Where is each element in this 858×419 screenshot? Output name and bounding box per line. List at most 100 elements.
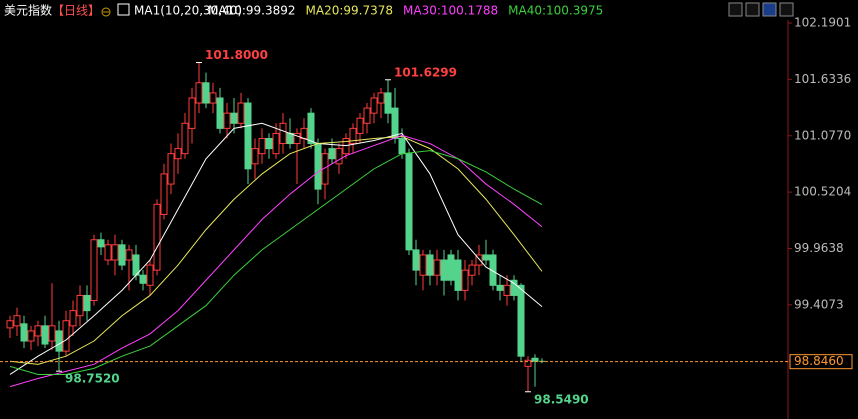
candle-body <box>153 203 161 271</box>
candle-body <box>27 330 35 342</box>
ma-line <box>9 135 543 365</box>
candle-body <box>265 137 273 150</box>
candle-body <box>195 82 203 104</box>
candle-body <box>167 153 175 185</box>
candle-body <box>76 294 84 317</box>
y-tick-label: 101.6336 <box>794 72 851 86</box>
candle-body <box>426 254 434 276</box>
candle-body <box>20 323 28 342</box>
candle-body <box>181 122 189 155</box>
candle-body <box>188 97 196 129</box>
candle-body <box>244 102 252 170</box>
legend-entry: MA20:99.7378 <box>306 4 394 18</box>
annotation-label: 98.7520 <box>65 372 120 386</box>
candle-body <box>97 239 105 248</box>
candle-body <box>55 330 63 352</box>
candle-body <box>34 325 42 337</box>
tool-button[interactable] <box>728 2 743 17</box>
candle-body <box>489 254 497 286</box>
toolbar <box>728 2 794 17</box>
legend-entry: MA30:100.1788 <box>403 4 498 18</box>
candle-body <box>237 102 245 124</box>
annotation-label: 101.8000 <box>205 48 268 62</box>
candle-body <box>83 294 91 312</box>
candle-body <box>160 173 168 215</box>
candle-body <box>335 148 343 165</box>
candle-body <box>209 92 217 104</box>
candle-body <box>433 259 441 276</box>
ma-line <box>9 134 543 388</box>
candle-body <box>482 254 490 261</box>
candle-body <box>496 284 504 291</box>
candle-body <box>412 249 420 271</box>
y-tick-label: 99.4073 <box>794 297 844 311</box>
last-price-box <box>789 354 853 370</box>
y-tick-label: 101.0770 <box>794 128 851 142</box>
candle-body <box>356 117 364 134</box>
candle-body <box>279 122 287 145</box>
candle-body <box>503 284 511 296</box>
candle-body <box>202 82 210 104</box>
candle-body <box>300 127 308 139</box>
candle-body <box>307 112 315 145</box>
y-tick-label: 100.5204 <box>794 185 851 199</box>
ma-line <box>9 122 543 375</box>
settings-icon[interactable] <box>117 3 130 16</box>
candle-body <box>132 254 140 276</box>
candle-body <box>251 148 259 165</box>
candle-body <box>447 254 455 281</box>
legend-entry: MA40:100.3975 <box>508 4 603 18</box>
indicator: MA1(10,20,30,40) <box>134 4 242 18</box>
tool-button[interactable] <box>779 2 794 17</box>
candle-body <box>139 274 147 284</box>
period: 【日线】 <box>52 4 100 18</box>
tool-button[interactable] <box>745 2 760 17</box>
candle-body <box>216 97 224 129</box>
candle-body <box>146 264 154 286</box>
candle-body <box>13 315 21 327</box>
candle-body <box>111 244 119 261</box>
candle-body <box>468 264 476 276</box>
candle-body <box>349 127 357 145</box>
candle-body <box>118 244 126 266</box>
candle-body <box>405 153 413 251</box>
annotation-label: 98.5490 <box>534 392 589 406</box>
candle-body <box>384 92 392 114</box>
candle-body <box>398 137 406 155</box>
candle-body <box>510 279 518 296</box>
candle-body <box>104 244 112 261</box>
y-tick-label: 102.1901 <box>794 16 851 30</box>
candle-body <box>174 148 182 160</box>
candle-body <box>272 132 280 155</box>
candle-body <box>125 249 133 261</box>
chart-title: 美元指数 <box>4 3 52 18</box>
candle-body <box>293 132 301 145</box>
candle-body <box>342 137 350 155</box>
candle-body <box>258 137 266 155</box>
annotation-label: 101.6299 <box>394 65 457 79</box>
candle-body <box>314 143 322 190</box>
candle-body <box>363 107 371 124</box>
candle-body <box>461 269 469 291</box>
candle-body <box>391 107 399 139</box>
candle-body <box>524 359 532 367</box>
tool-button[interactable] <box>762 2 777 17</box>
candle-body <box>62 320 70 352</box>
candle-body <box>230 112 238 124</box>
candle-body <box>454 259 462 291</box>
candle-body <box>41 325 49 345</box>
candle-body <box>286 132 294 145</box>
ma-line <box>9 150 543 375</box>
candle-body <box>321 153 329 185</box>
last-price-label: 98.8460 <box>794 354 844 368</box>
candle-body <box>419 254 427 276</box>
candle-body <box>328 148 336 160</box>
legend-entry: MA10:99.3892 <box>208 4 296 18</box>
candle-body <box>377 92 385 104</box>
candle-body <box>440 259 448 281</box>
candle-body <box>48 325 56 342</box>
collapse-icon[interactable] <box>101 7 111 17</box>
candle-body <box>517 284 525 357</box>
candle-body <box>90 239 98 302</box>
